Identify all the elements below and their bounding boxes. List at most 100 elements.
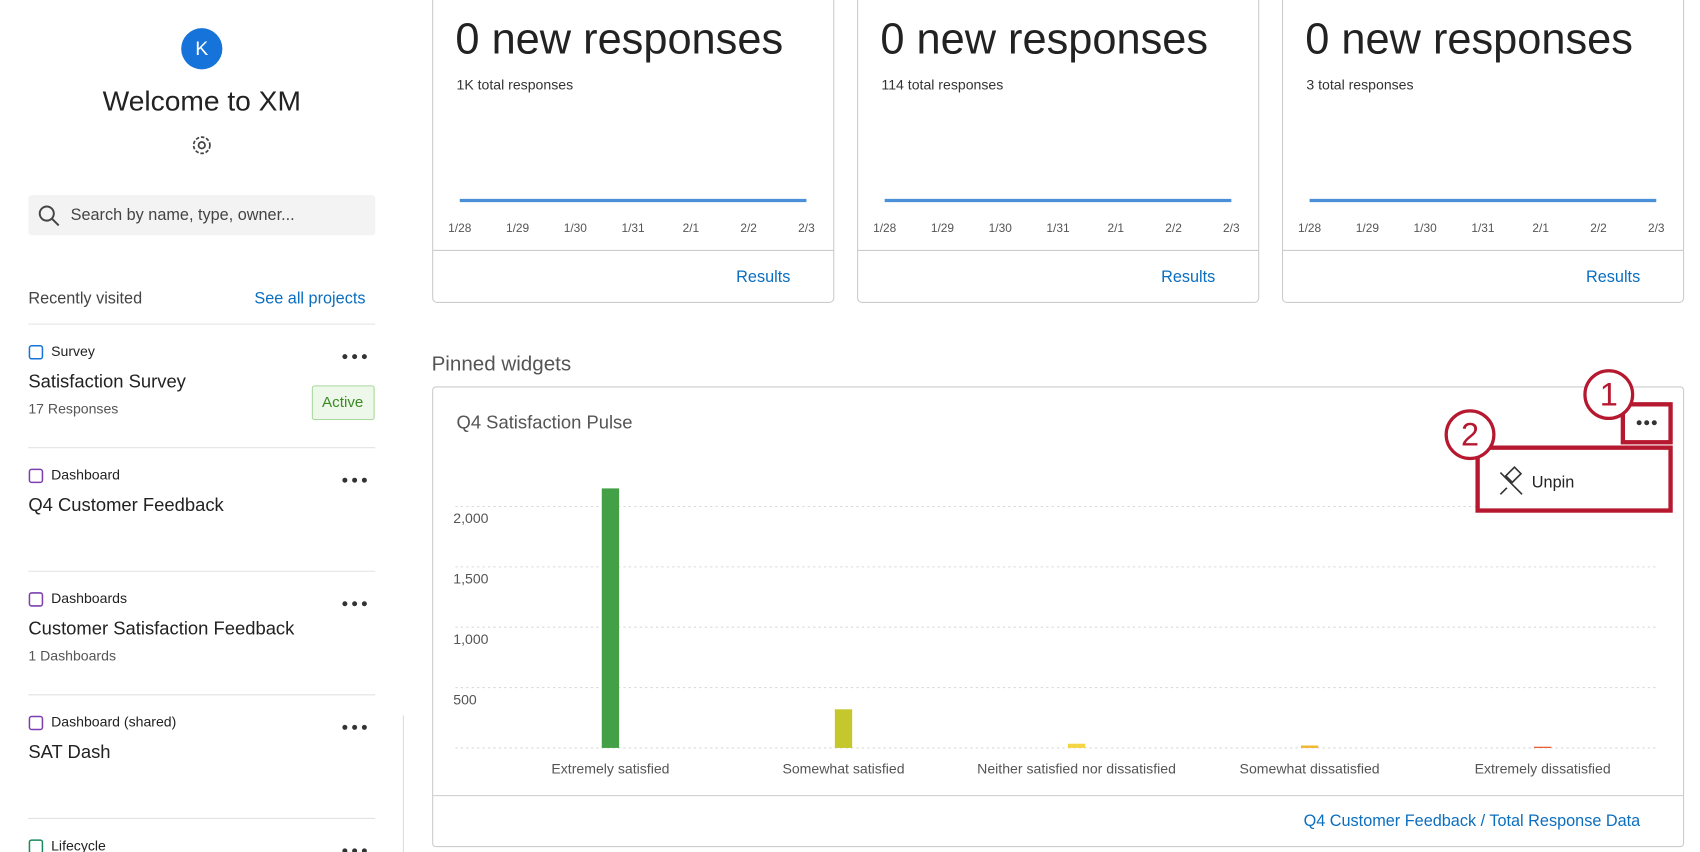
card-headline: 0 new responses: [455, 16, 783, 64]
item-menu-dot[interactable]: [352, 724, 358, 730]
item-title[interactable]: SAT Dash: [28, 741, 110, 762]
x-tick-label: 2/1: [683, 221, 700, 235]
x-tick-label: 1/31: [1046, 221, 1070, 235]
item-menu-dot[interactable]: [361, 848, 367, 852]
bar: [1300, 745, 1319, 748]
item-title[interactable]: Satisfaction Survey: [28, 371, 186, 392]
see-all-link[interactable]: See all projects: [254, 289, 365, 307]
search-box[interactable]: [28, 195, 376, 236]
item-menu-dot[interactable]: [361, 477, 367, 483]
x-tick-label: 2/1: [1532, 221, 1549, 235]
x-tick-label: 2/2: [1165, 221, 1182, 235]
bar: [601, 488, 620, 748]
item-menu-dot[interactable]: [342, 724, 348, 730]
item-menu-dot[interactable]: [342, 601, 348, 607]
x-tick-label: 2/3: [1223, 221, 1240, 235]
x-tick-label: Neither satisfied nor dissatisfied: [977, 760, 1176, 776]
search-icon: [38, 205, 60, 227]
y-tick-label: 2,000: [453, 510, 488, 526]
card: [1281, 0, 1685, 303]
footer-link[interactable]: Q4 Customer Feedback / Total Response Da…: [1304, 812, 1642, 830]
search-placeholder: Search by name, type, owner...: [71, 206, 295, 224]
x-tick-label: Extremely dissatisfied: [1475, 760, 1611, 776]
x-tick-label: 2/2: [740, 221, 757, 235]
bar: [1067, 743, 1086, 748]
bar: [834, 709, 853, 748]
card-headline: 0 new responses: [1305, 16, 1633, 64]
item-menu-dot[interactable]: [361, 354, 367, 360]
card-headline: 0 new responses: [880, 16, 1208, 64]
card-subtitle: 3 total responses: [1306, 76, 1413, 92]
item-menu-dot[interactable]: [342, 354, 348, 360]
highlight-box: [1620, 402, 1673, 445]
x-tick-label: 2/3: [798, 221, 815, 235]
x-tick-label: 2/3: [1648, 221, 1665, 235]
item-menu-dot[interactable]: [352, 601, 358, 607]
x-tick-label: 1/29: [931, 221, 955, 235]
x-tick-label: 2/2: [1590, 221, 1607, 235]
item-type: Survey: [51, 343, 96, 359]
x-tick-label: 1/28: [1298, 221, 1322, 235]
type-icon: [28, 715, 44, 731]
type-icon: [28, 839, 44, 852]
step-badge: [1583, 369, 1635, 421]
settings-icon[interactable]: [192, 136, 211, 155]
item-menu-dot[interactable]: [342, 848, 348, 852]
x-tick-label: 1/30: [989, 221, 1013, 235]
widget-card: [432, 386, 1685, 848]
item-menu-dot[interactable]: [342, 477, 348, 483]
step-number: 2: [1461, 416, 1479, 452]
avatar-letter: K: [195, 38, 208, 60]
item-type: Lifecycle: [51, 837, 106, 852]
type-icon: [28, 468, 44, 484]
card-link[interactable]: Results: [1161, 268, 1215, 286]
welcome: Welcome to XM: [103, 84, 301, 116]
item-menu-dot[interactable]: [352, 477, 358, 483]
item-subtitle: 1 Dashboards: [28, 648, 116, 664]
card: [432, 0, 835, 303]
x-tick-label: 1/29: [506, 221, 530, 235]
avatar[interactable]: [181, 28, 223, 70]
x-tick-label: 1/31: [622, 221, 646, 235]
card-link[interactable]: Results: [1586, 268, 1640, 286]
item-menu-dot[interactable]: [352, 848, 358, 852]
x-tick-label: 1/28: [448, 221, 472, 235]
menu-item[interactable]: Unpin: [1532, 474, 1574, 492]
card-subtitle: 114 total responses: [881, 76, 1003, 92]
x-tick-label: Extremely satisfied: [551, 760, 669, 776]
item-menu-dot[interactable]: [352, 354, 358, 360]
y-tick-label: 1,000: [453, 631, 488, 647]
item-subtitle: 17 Responses: [28, 400, 118, 416]
card: [857, 0, 1260, 303]
y-tick-label: 1,500: [453, 571, 488, 587]
item-title[interactable]: Q4 Customer Feedback: [28, 494, 224, 515]
item-menu-dot[interactable]: [361, 601, 367, 607]
unpin-icon: [1499, 466, 1523, 495]
x-tick-label: 1/30: [564, 221, 588, 235]
pinned-heading: Pinned widgets: [432, 353, 572, 376]
x-tick-label: 1/31: [1471, 221, 1495, 235]
x-tick-label: 2/1: [1108, 221, 1125, 235]
widget-title: Q4 Satisfaction Pulse: [457, 412, 633, 433]
status-text: Active: [322, 394, 363, 411]
status-badge: [311, 385, 375, 421]
item-type: Dashboard (shared): [51, 714, 176, 730]
x-tick-label: 1/29: [1356, 221, 1380, 235]
item-menu-dot[interactable]: [361, 724, 367, 730]
widget-menu-button[interactable]: [1636, 420, 1657, 426]
item-type: Dashboard: [51, 467, 120, 483]
card-link[interactable]: Results: [736, 268, 790, 286]
x-tick-label: Somewhat satisfied: [782, 760, 904, 776]
type-icon: [28, 345, 44, 360]
x-tick-label: Somewhat dissatisfied: [1240, 760, 1380, 776]
card-subtitle: 1K total responses: [457, 76, 574, 92]
type-icon: [28, 592, 44, 607]
item-type: Dashboards: [51, 590, 127, 606]
step-badge: [1444, 409, 1496, 461]
recent-heading: Recently visited: [28, 289, 142, 307]
step-number: 1: [1600, 376, 1618, 412]
item-title[interactable]: Customer Satisfaction Feedback: [28, 618, 295, 639]
bar: [1533, 746, 1552, 748]
